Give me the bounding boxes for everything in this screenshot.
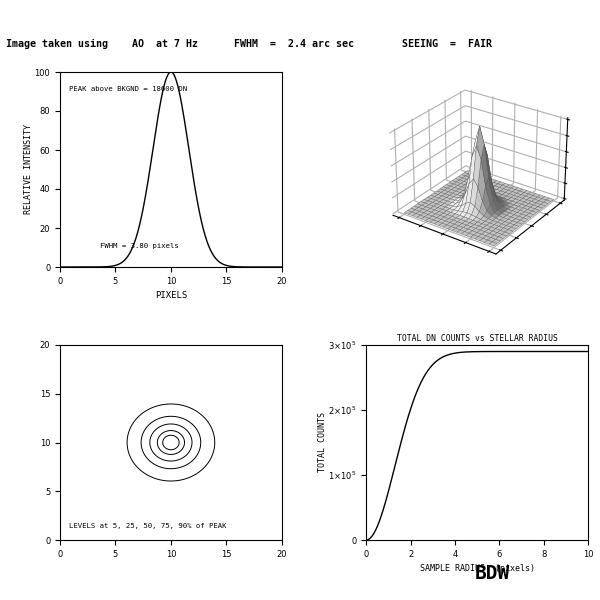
Text: PEAK above BKGND = 18600 DN: PEAK above BKGND = 18600 DN: [69, 86, 187, 92]
X-axis label: SAMPLE RADIUS  (pixels): SAMPLE RADIUS (pixels): [419, 564, 535, 573]
Y-axis label: TOTAL COUNTS: TOTAL COUNTS: [318, 413, 327, 473]
Text: BDW: BDW: [475, 564, 509, 583]
X-axis label: PIXELS: PIXELS: [155, 291, 187, 300]
Title: TOTAL DN COUNTS vs STELLAR RADIUS: TOTAL DN COUNTS vs STELLAR RADIUS: [397, 334, 557, 343]
Text: FWHM = 3.80 pixels: FWHM = 3.80 pixels: [100, 242, 179, 248]
Text: LEVELS at 5, 25, 50, 75, 90% of PEAK: LEVELS at 5, 25, 50, 75, 90% of PEAK: [69, 523, 226, 529]
Y-axis label: RELATIVE INTENSITY: RELATIVE INTENSITY: [24, 124, 33, 214]
Text: Image taken using    AO  at 7 Hz      FWHM  =  2.4 arc sec        SEEING  =  FAI: Image taken using AO at 7 Hz FWHM = 2.4 …: [6, 39, 492, 49]
